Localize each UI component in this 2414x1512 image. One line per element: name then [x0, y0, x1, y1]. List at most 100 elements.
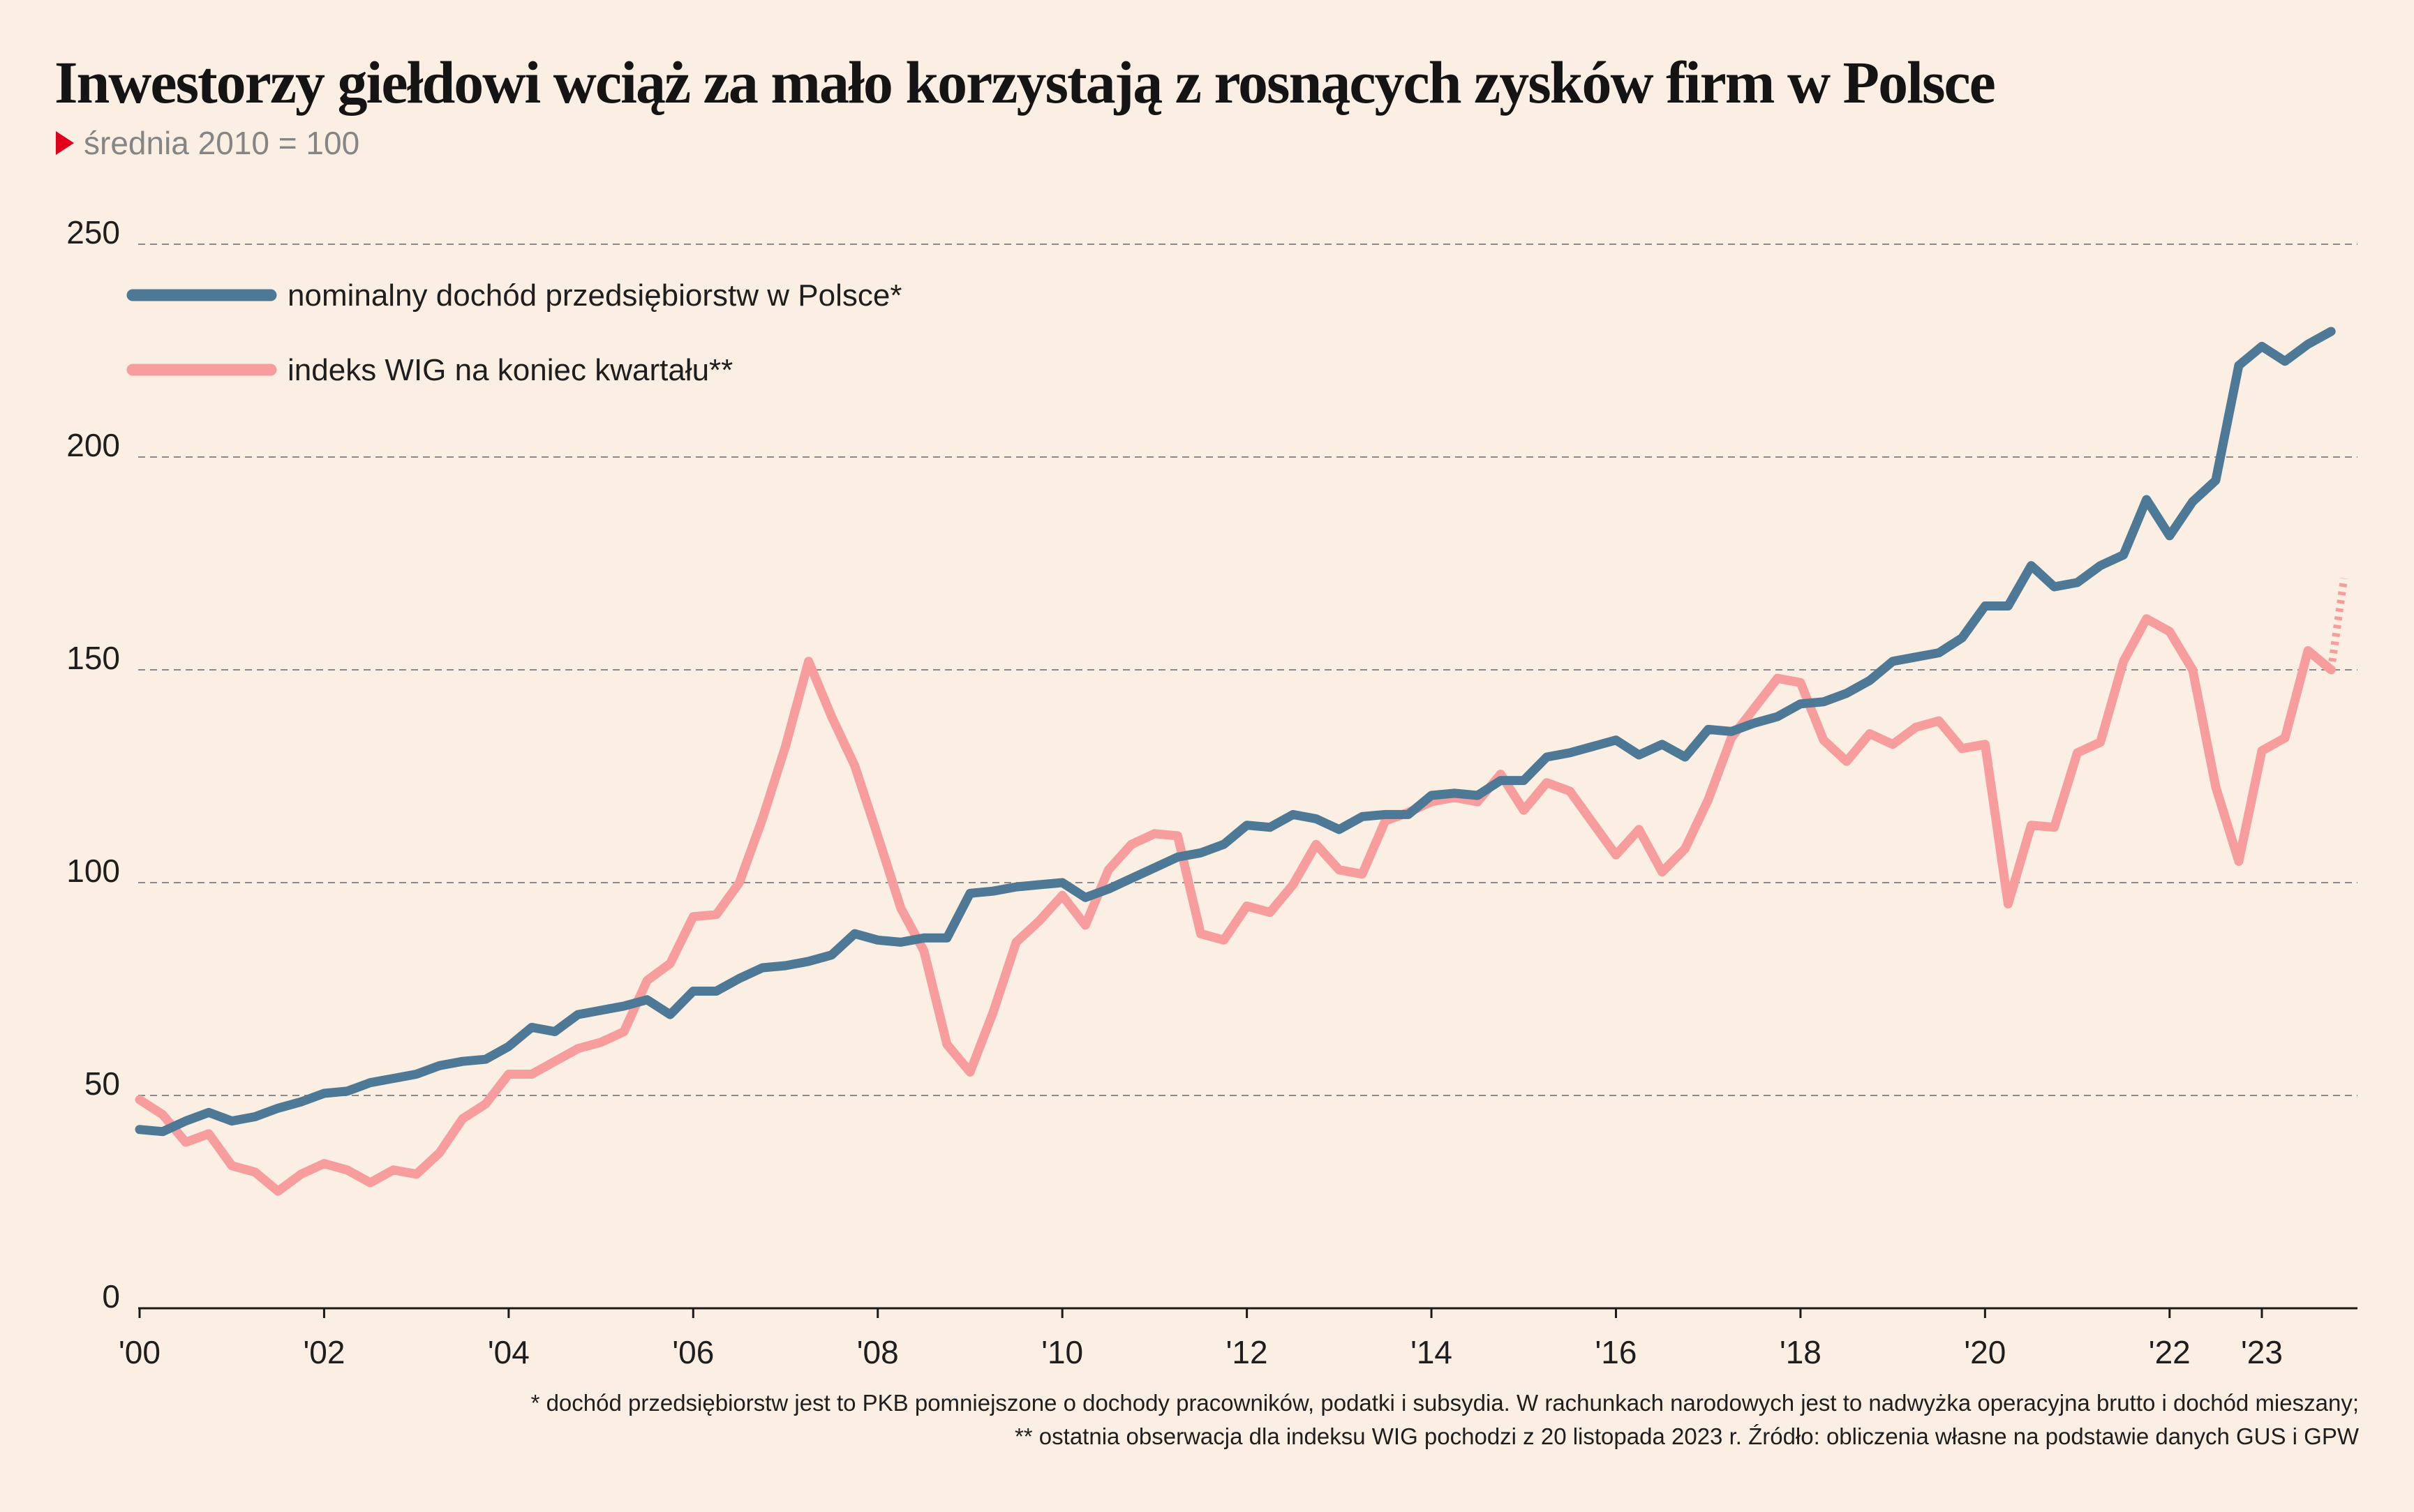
data-point-0-10 [370, 1082, 371, 1084]
data-point-0-93 [2284, 361, 2286, 362]
data-point-1-51 [1316, 844, 1317, 845]
data-point-0-36 [969, 892, 971, 894]
data-point-0-33 [900, 941, 902, 943]
data-point-0-82 [2031, 565, 2032, 567]
data-point-1-85 [2100, 742, 2101, 743]
data-point-1-24 [692, 916, 694, 918]
data-point-0-50 [1292, 814, 1294, 815]
data-point-0-20 [600, 1010, 602, 1011]
data-point-0-86 [2123, 554, 2124, 555]
data-point-0-61 [1546, 756, 1547, 758]
series-line-1 [135, 614, 2336, 1196]
data-point-0-34 [923, 937, 925, 938]
data-point-0-77 [1915, 657, 1916, 658]
data-point-0-25 [715, 991, 717, 992]
data-point-0-16 [508, 1046, 509, 1047]
data-point-0-26 [738, 978, 740, 979]
data-point-1-9 [347, 1169, 348, 1171]
data-point-0-27 [762, 967, 763, 968]
data-point-0-17 [531, 1026, 532, 1028]
axes: 0 50 100 150 200 250 '00 '02 '04 '06 '08 '10 '12 '14 '… [66, 214, 2357, 1370]
red-triangle-icon [56, 131, 74, 155]
y-tick-label-50: 50 [84, 1065, 120, 1102]
data-point-1-84 [2077, 752, 2078, 754]
data-point-1-43 [1131, 844, 1132, 845]
data-point-1-70 [1754, 708, 1755, 709]
data-point-0-4 [231, 1121, 232, 1122]
data-point-0-67 [1685, 756, 1686, 758]
data-point-1-2 [185, 1142, 186, 1143]
data-point-0-8 [323, 1093, 325, 1094]
data-point-1-10 [370, 1182, 371, 1183]
x-tick-label-2023: '23 [2241, 1334, 2283, 1370]
data-point-1-25 [715, 914, 717, 915]
data-point-0-74 [1846, 693, 1847, 694]
data-point-1-60 [1523, 809, 1524, 811]
data-point-1-61 [1546, 782, 1547, 784]
data-point-0-76 [1892, 661, 1893, 662]
data-point-1-33 [900, 908, 902, 909]
data-point-1-95 [2330, 669, 2332, 671]
data-point-1-34 [923, 950, 925, 952]
series-0 [135, 327, 2336, 1137]
data-point-0-37 [992, 890, 994, 892]
data-point-1-29 [808, 661, 810, 662]
x-tick-label-2010: '10 [1041, 1334, 1083, 1370]
data-point-0-40 [1061, 882, 1063, 883]
x-tick-label-2018: '18 [1780, 1334, 1821, 1370]
y-tick-label-100: 100 [66, 853, 120, 889]
data-point-0-1 [162, 1131, 163, 1132]
y-tick-label-250: 250 [66, 214, 120, 250]
data-point-0-64 [1616, 740, 1617, 741]
data-point-1-12 [416, 1174, 417, 1175]
data-point-1-31 [854, 765, 856, 766]
data-point-1-13 [439, 1152, 440, 1153]
data-point-1-63 [1592, 823, 1593, 824]
data-point-0-54 [1385, 814, 1386, 815]
x-tick-label-2012: '12 [1226, 1334, 1268, 1370]
data-point-1-64 [1616, 854, 1617, 855]
data-point-1-30 [831, 716, 833, 717]
data-point-1-36 [969, 1072, 971, 1073]
data-point-0-43 [1131, 878, 1132, 879]
data-point-0-39 [1038, 884, 1040, 885]
data-point-1-76 [1892, 744, 1893, 745]
data-point-0-41 [1085, 897, 1086, 898]
x-tick-label-2002: '02 [303, 1334, 345, 1370]
data-point-0-5 [254, 1116, 255, 1118]
data-point-1-71 [1777, 678, 1778, 679]
data-point-1-93 [2284, 738, 2286, 739]
data-point-0-45 [1177, 856, 1178, 858]
data-point-1-88 [2169, 631, 2170, 632]
data-point-1-4 [231, 1165, 232, 1167]
data-point-0-88 [2169, 535, 2170, 537]
series-dotted-extension-1 [2327, 578, 2348, 671]
series-layer [135, 327, 2348, 1196]
data-point-1-83 [2054, 827, 2055, 828]
data-point-0-3 [208, 1111, 209, 1113]
data-point-0-42 [1108, 888, 1109, 890]
data-point-1-5 [254, 1172, 255, 1173]
footnote-2: ** ostatnia obserwacja dla indeksu WIG p… [1014, 1423, 2359, 1449]
data-point-0-24 [692, 991, 694, 992]
data-point-0-56 [1431, 795, 1432, 796]
data-point-0-47 [1223, 844, 1225, 845]
data-point-1-41 [1085, 925, 1086, 926]
x-tick-label-2016: '16 [1595, 1334, 1637, 1370]
data-point-0-51 [1316, 818, 1317, 820]
data-point-1-6 [277, 1190, 278, 1192]
y-tick-label-150: 150 [66, 640, 120, 676]
data-point-1-44 [1154, 833, 1155, 834]
data-point-1-62 [1569, 791, 1570, 792]
data-point-1-74 [1846, 761, 1847, 762]
data-point-0-59 [1500, 780, 1501, 781]
data-point-1-79 [1961, 748, 1962, 749]
data-point-1-59 [1500, 774, 1501, 775]
data-point-0-71 [1777, 716, 1778, 717]
data-point-1-90 [2215, 786, 2216, 788]
data-point-0-65 [1639, 754, 1640, 756]
data-point-1-26 [738, 882, 740, 883]
data-point-1-52 [1339, 869, 1340, 871]
x-tick-label-2004: '04 [488, 1334, 530, 1370]
data-point-0-52 [1339, 829, 1340, 830]
